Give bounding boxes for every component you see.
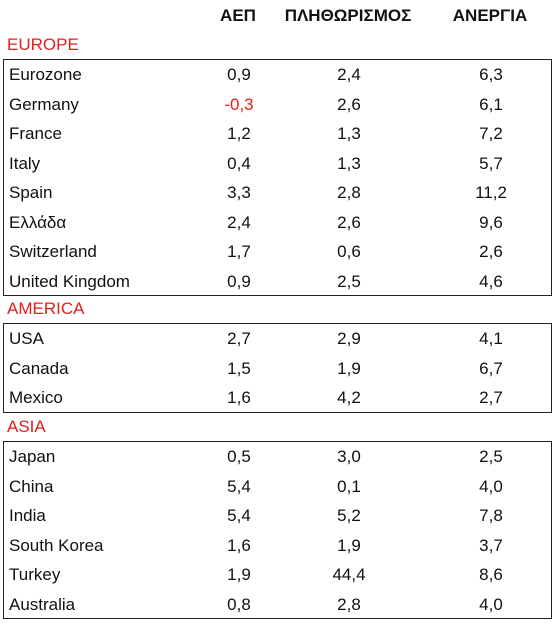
country-name: Mexico — [9, 388, 63, 407]
gdp-value: 1,6 — [227, 535, 251, 555]
header-unemployment: ΑΝΕΡΓΙΑ — [452, 6, 528, 25]
country-name: Australia — [9, 594, 76, 614]
unemployment-value: 8,6 — [479, 565, 503, 584]
gdp-value: 1,7 — [227, 242, 251, 261]
inflation-value: 0,6 — [337, 242, 361, 261]
table-header: ΑΕΠ ΠΛΗΘΩΡΙΣΜΟΣ ΑΝΕΡΓΙΑ — [0, 0, 557, 32]
country-name: Ελλάδα — [9, 212, 67, 232]
unemployment-value: 11,2 — [475, 183, 507, 202]
gdp-value: 0,9 — [227, 65, 251, 84]
inflation-value: 1,3 — [337, 153, 361, 173]
unemployment-value: 6,7 — [479, 358, 503, 378]
country-name: Germany — [9, 94, 79, 114]
gdp-value: 0,5 — [227, 447, 251, 466]
inflation-value: 44,4 — [332, 565, 366, 584]
inflation-value: 2,8 — [337, 183, 361, 202]
region-group-asia: Japan 0,5 3,0 2,5 China 5,4 0,1 4,0 Indi… — [3, 441, 552, 619]
country-name: Spain — [9, 183, 53, 202]
unemployment-value: 3,7 — [479, 535, 503, 555]
country-name: France — [9, 124, 62, 143]
inflation-value: 1,9 — [337, 358, 361, 378]
table-row: Ελλάδα 2,4 2,6 9,6 — [4, 208, 551, 238]
inflation-value: 0,1 — [337, 476, 361, 496]
country-name: Turkey — [9, 565, 61, 584]
gdp-value: 5,4 — [227, 476, 251, 496]
region-label-europe: EUROPE — [7, 35, 79, 54]
inflation-value: 2,6 — [337, 212, 361, 232]
gdp-value: 1,2 — [227, 124, 251, 143]
table-row: Mexico 1,6 4,2 2,7 — [4, 383, 551, 413]
unemployment-value: 4,0 — [479, 476, 503, 496]
table-row: Turkey 1,9 44,4 8,6 — [4, 560, 551, 590]
country-name: Switzerland — [9, 242, 97, 261]
country-name: India — [9, 506, 46, 525]
gdp-value: 2,7 — [227, 329, 251, 348]
gdp-value-negative: -0,3 — [224, 94, 254, 114]
header-gdp: ΑΕΠ — [220, 6, 256, 25]
region-group-europe: Eurozone 0,9 2,4 6,3 Germany -0,3 2,6 6,… — [3, 59, 552, 296]
country-name: China — [9, 476, 54, 496]
unemployment-value: 7,8 — [479, 506, 503, 525]
country-name: Japan — [9, 447, 56, 466]
gdp-value: 5,4 — [227, 506, 251, 525]
inflation-value: 2,4 — [337, 65, 361, 84]
gdp-value: 1,6 — [227, 388, 251, 407]
table-row: South Korea 1,6 1,9 3,7 — [4, 531, 551, 561]
inflation-value: 2,9 — [337, 329, 361, 348]
unemployment-value: 4,6 — [479, 271, 503, 291]
region-label-america: AMERICA — [7, 299, 85, 318]
region-label-asia: ASIA — [7, 417, 46, 436]
table-row: India 5,4 5,2 7,8 — [4, 501, 551, 531]
inflation-value: 2,8 — [337, 594, 361, 614]
unemployment-value: 6,3 — [479, 65, 503, 84]
inflation-value: 2,5 — [337, 271, 361, 291]
table-row: France 1,2 1,3 7,2 — [4, 119, 551, 149]
inflation-value: 1,3 — [337, 124, 361, 143]
inflation-value: 1,9 — [337, 535, 361, 555]
table-row: Switzerland 1,7 0,6 2,6 — [4, 237, 551, 267]
unemployment-value: 2,7 — [479, 388, 503, 407]
country-name: Italy — [9, 153, 41, 173]
country-name: Canada — [9, 358, 69, 378]
table-row: USA 2,7 2,9 4,1 — [4, 324, 551, 354]
inflation-value: 2,6 — [337, 94, 361, 114]
table-row: United Kingdom 0,9 2,5 4,6 — [4, 267, 551, 297]
gdp-value: 1,5 — [227, 358, 251, 378]
unemployment-value: 5,7 — [479, 153, 503, 173]
gdp-value: 1,9 — [227, 565, 251, 584]
gdp-value: 2,4 — [227, 212, 251, 232]
table-row: Germany -0,3 2,6 6,1 — [4, 90, 551, 120]
table-row: Italy 0,4 1,3 5,7 — [4, 149, 551, 179]
unemployment-value: 7,2 — [479, 124, 503, 143]
unemployment-value: 2,5 — [479, 447, 503, 466]
region-group-america: USA 2,7 2,9 4,1 Canada 1,5 1,9 6,7 Mexic… — [3, 323, 552, 413]
unemployment-value: 4,0 — [479, 594, 503, 614]
inflation-value: 3,0 — [337, 447, 361, 466]
country-name: United Kingdom — [9, 271, 130, 291]
table-row: China 5,4 0,1 4,0 — [4, 472, 551, 502]
unemployment-value: 9,6 — [479, 212, 503, 232]
unemployment-value: 4,1 — [479, 329, 503, 348]
gdp-value: 3,3 — [227, 183, 251, 202]
unemployment-value: 2,6 — [479, 242, 503, 261]
inflation-value: 4,2 — [337, 388, 361, 407]
country-name: South Korea — [9, 535, 104, 555]
gdp-value: 0,4 — [227, 153, 251, 173]
table-row: Spain 3,3 2,8 11,2 — [4, 178, 551, 208]
gdp-value: 0,8 — [227, 594, 251, 614]
table-row: Japan 0,5 3,0 2,5 — [4, 442, 551, 472]
table-row: Eurozone 0,9 2,4 6,3 — [4, 60, 551, 90]
country-name: USA — [9, 329, 44, 348]
country-name: Eurozone — [9, 65, 82, 84]
table-row: Australia 0,8 2,8 4,0 — [4, 590, 551, 620]
table-row: Canada 1,5 1,9 6,7 — [4, 354, 551, 384]
gdp-value: 0,9 — [227, 271, 251, 291]
inflation-value: 5,2 — [337, 506, 361, 525]
unemployment-value: 6,1 — [479, 94, 503, 114]
header-inflation: ΠΛΗΘΩΡΙΣΜΟΣ — [284, 6, 412, 25]
